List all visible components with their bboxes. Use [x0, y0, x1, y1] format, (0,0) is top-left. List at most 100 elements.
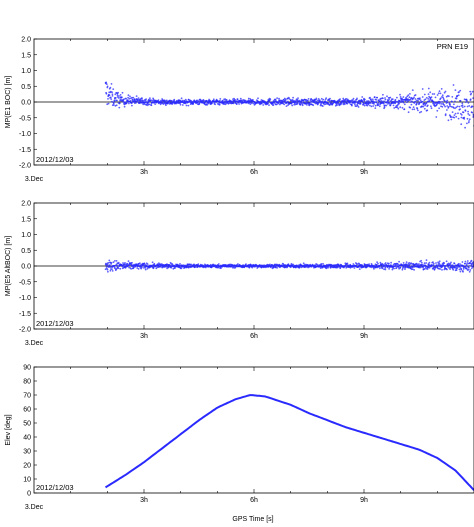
data-point	[416, 107, 419, 110]
data-point	[461, 106, 464, 108]
data-point	[211, 102, 213, 105]
data-point	[285, 105, 288, 107]
data-point	[272, 104, 275, 106]
data-point	[278, 97, 280, 100]
y-tick-label: 1.5	[21, 216, 31, 223]
data-point	[384, 98, 387, 101]
data-point	[438, 263, 441, 266]
panel-1-ylabel: MP(E1 BOC) [m]	[5, 76, 12, 129]
data-point	[252, 102, 255, 105]
data-point	[218, 103, 221, 106]
panel-2-yticks: 2.0 1.5 1.0 0.5 0.0 -0.5 -1.0 -1.5 -2.0	[19, 201, 37, 334]
data-point	[106, 103, 109, 106]
data-point	[127, 96, 129, 99]
data-point	[412, 106, 415, 109]
data-point	[373, 96, 376, 98]
data-point	[420, 259, 423, 262]
data-point	[421, 88, 424, 90]
data-point	[354, 101, 357, 104]
data-point	[111, 270, 114, 272]
data-point	[460, 268, 463, 270]
data-point	[406, 95, 409, 98]
data-point	[412, 265, 414, 268]
data-point	[144, 266, 147, 269]
data-point	[447, 119, 450, 122]
data-point	[107, 270, 109, 273]
y-tick-label: -0.5	[19, 279, 31, 286]
data-point	[463, 116, 466, 119]
data-point	[456, 94, 459, 97]
panel-mp-e1: MP(E1 BOC) [m] 2.0 1.5 1.0 0.5 0.0 -0.5 -1.0 -1…	[5, 37, 474, 183]
data-point	[383, 106, 386, 108]
data-point	[469, 98, 472, 101]
data-point	[467, 113, 470, 115]
data-point	[468, 114, 471, 116]
data-point	[458, 268, 461, 271]
data-point	[386, 95, 388, 98]
data-point	[352, 263, 355, 265]
data-point	[391, 268, 394, 271]
data-point	[463, 98, 466, 101]
data-point	[395, 266, 398, 269]
data-point	[457, 112, 459, 115]
data-point	[248, 100, 251, 102]
data-point	[325, 97, 328, 99]
data-point	[256, 267, 259, 269]
data-point	[114, 267, 116, 270]
data-point	[127, 94, 130, 97]
x-start-label: 3.Dec	[25, 176, 44, 183]
data-point	[107, 98, 109, 100]
data-point	[251, 102, 253, 105]
x-tick-label: 9h	[360, 169, 368, 176]
data-point	[284, 98, 287, 101]
data-point	[423, 93, 426, 96]
data-point	[413, 96, 415, 99]
data-point	[417, 109, 419, 112]
data-point	[375, 101, 378, 103]
data-point	[225, 99, 228, 101]
data-point	[115, 260, 118, 262]
data-point	[437, 92, 440, 95]
data-point	[414, 98, 417, 100]
data-point	[449, 268, 451, 270]
data-point	[112, 104, 115, 106]
panel-1-date-label: 2012/12/03	[36, 155, 74, 164]
panel-mp-e5: MP(E5 AltBOC) [m] 2.0 1.5 1.0 0.5 0.0 -0.5 -1.…	[5, 201, 474, 347]
data-point	[247, 97, 250, 100]
data-point	[117, 261, 120, 264]
data-point	[458, 91, 460, 93]
data-point	[441, 94, 444, 97]
data-point	[126, 263, 129, 265]
data-point	[421, 263, 424, 266]
data-point	[116, 94, 119, 97]
data-point	[367, 100, 370, 102]
y-tick-label: 2.0	[21, 201, 31, 208]
data-point	[462, 270, 464, 273]
data-point	[471, 111, 474, 114]
data-point	[355, 105, 358, 108]
data-point	[428, 266, 431, 269]
data-point	[459, 89, 462, 92]
data-point	[466, 105, 469, 108]
data-point	[384, 267, 387, 269]
data-point	[423, 262, 426, 265]
y-tick-label: -1.0	[19, 131, 31, 138]
data-point	[111, 91, 113, 94]
data-point	[382, 102, 385, 105]
data-point	[418, 102, 421, 105]
data-point	[132, 266, 135, 269]
data-point	[109, 264, 111, 267]
data-point	[407, 94, 410, 97]
y-tick-label: -1.5	[19, 311, 31, 318]
y-tick-label: 1.0	[21, 68, 31, 75]
data-point	[443, 262, 445, 265]
prn-label: PRN E19	[437, 42, 468, 51]
data-point	[398, 99, 401, 102]
data-point	[391, 98, 394, 100]
data-point	[236, 100, 239, 102]
data-point	[401, 268, 404, 271]
data-point	[149, 97, 151, 100]
data-point	[117, 97, 120, 99]
data-point	[375, 99, 378, 101]
data-point	[454, 100, 456, 103]
